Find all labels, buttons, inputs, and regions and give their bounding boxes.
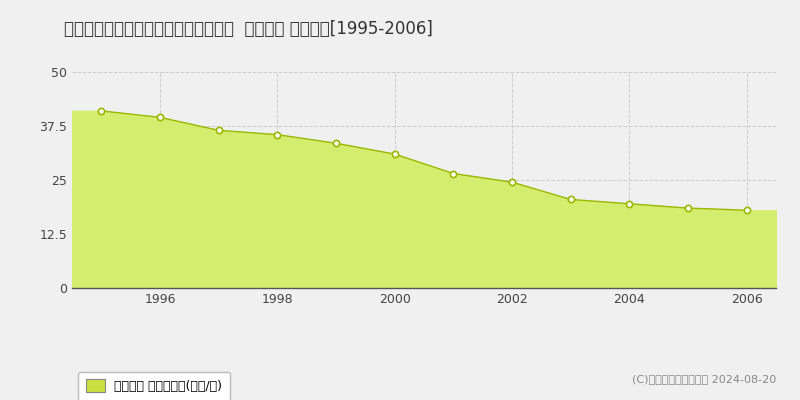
Text: 宮城県仙台市宮城野区大梶１９番６外  地価公示 地価推移[1995-2006]: 宮城県仙台市宮城野区大梶１９番６外 地価公示 地価推移[1995-2006] <box>64 20 433 38</box>
Legend: 地価公示 平均坪単価(万円/坪): 地価公示 平均坪単価(万円/坪) <box>78 372 230 400</box>
Text: (C)土地価格ドットコム 2024-08-20: (C)土地価格ドットコム 2024-08-20 <box>632 374 776 384</box>
